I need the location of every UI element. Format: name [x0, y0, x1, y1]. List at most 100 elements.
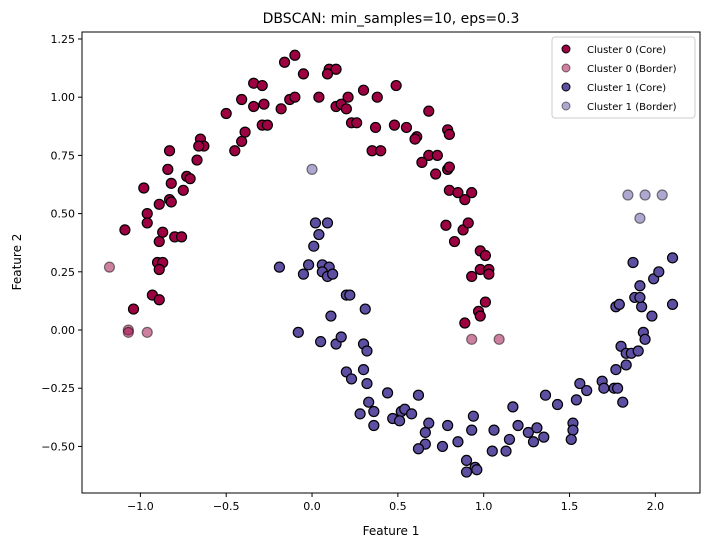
x-tick-label: 0.0 — [303, 500, 321, 513]
data-point-series-2 — [309, 217, 322, 229]
data-point-series-2 — [636, 301, 648, 313]
data-point-series-0 — [236, 135, 248, 148]
data-point-series-0 — [371, 91, 383, 103]
data-point-series-2 — [315, 336, 327, 348]
data-point-series-0 — [313, 91, 325, 103]
data-point-series-2 — [486, 445, 498, 457]
data-point-series-0 — [229, 145, 241, 157]
data-point-series-2 — [598, 382, 610, 394]
data-point-series-0 — [431, 149, 443, 161]
data-point-series-0 — [448, 235, 461, 248]
data-point-series-2 — [639, 333, 651, 345]
data-point-series-2 — [551, 398, 564, 411]
data-point-series-0 — [369, 121, 382, 134]
data-point-series-0 — [220, 107, 232, 120]
data-point-series-2 — [308, 240, 320, 252]
data-point-series-1 — [141, 326, 153, 338]
data-point-series-2 — [538, 431, 550, 443]
data-point-series-2 — [567, 424, 579, 436]
data-point-series-0 — [479, 249, 492, 262]
y-tick-label: 0.25 — [51, 266, 76, 279]
data-point-series-0 — [165, 177, 177, 189]
data-point-series-0 — [474, 310, 486, 322]
data-point-series-0 — [191, 154, 203, 166]
data-point-series-2 — [466, 424, 478, 436]
data-point-series-0 — [141, 217, 153, 229]
data-point-series-0 — [175, 231, 188, 243]
data-point-series-2 — [321, 217, 334, 229]
y-axis-label: Feature 2 — [10, 234, 24, 291]
data-point-series-2 — [363, 396, 375, 408]
data-point-series-2 — [570, 394, 583, 406]
axes-frame — [81, 31, 701, 494]
legend-label: Cluster 1 (Border) — [587, 102, 677, 113]
data-point-series-0 — [141, 208, 153, 220]
data-point-series-0 — [466, 270, 478, 283]
data-point-series-2 — [297, 268, 310, 280]
points-layer — [103, 49, 679, 478]
data-point-series-2 — [632, 345, 644, 357]
data-point-series-3 — [639, 189, 651, 201]
data-point-series-0 — [462, 217, 474, 229]
data-point-series-0 — [193, 140, 205, 152]
data-point-series-2 — [488, 424, 500, 436]
data-point-series-2 — [467, 410, 479, 422]
data-point-series-2 — [522, 426, 534, 439]
data-point-series-2 — [565, 433, 577, 446]
data-point-series-0 — [330, 63, 342, 75]
data-point-series-3 — [306, 163, 318, 175]
data-point-series-3 — [656, 189, 668, 201]
data-point-series-0 — [452, 187, 464, 199]
data-point-series-0 — [342, 91, 354, 103]
data-point-series-0 — [153, 198, 165, 210]
data-point-series-2 — [460, 466, 473, 478]
data-point-series-2 — [345, 373, 358, 385]
data-point-series-2 — [442, 419, 454, 432]
data-point-series-2 — [359, 303, 371, 315]
y-axis-ticks: −0.50 −0.25 0.00 0.25 0.50 0.75 1.00 1.25 — [41, 33, 82, 453]
data-point-series-0 — [163, 145, 176, 157]
data-point-series-2 — [627, 256, 639, 269]
data-point-series-2 — [361, 377, 373, 390]
data-point-series-2 — [527, 436, 540, 448]
data-point-series-2 — [303, 259, 315, 271]
data-point-series-2 — [273, 261, 286, 273]
data-point-series-0 — [157, 226, 169, 238]
x-axis-ticks: −1.0 −0.5 0.0 0.5 1.0 1.5 2.0 — [127, 493, 664, 513]
data-point-series-2 — [512, 419, 524, 432]
data-point-series-1 — [103, 261, 116, 273]
legend-marker — [561, 101, 571, 111]
data-point-series-2 — [611, 382, 624, 394]
data-point-series-2 — [646, 310, 658, 322]
x-tick-label: 1.0 — [475, 500, 493, 513]
data-point-series-0 — [256, 79, 268, 92]
data-point-series-2 — [471, 464, 483, 476]
data-point-series-0 — [443, 161, 455, 173]
data-point-series-0 — [483, 268, 495, 280]
x-axis-label: Feature 1 — [363, 524, 420, 538]
data-point-series-2 — [531, 422, 543, 434]
data-point-series-1 — [122, 326, 134, 338]
data-point-series-2 — [361, 345, 373, 357]
legend: Cluster 0 (Core) Cluster 0 (Border) Cluste… — [551, 36, 696, 119]
data-point-series-0 — [340, 103, 352, 115]
y-tick-label: 1.00 — [51, 91, 76, 104]
data-point-series-0 — [297, 68, 310, 80]
data-point-series-0 — [466, 187, 478, 199]
data-point-series-2 — [666, 298, 679, 311]
legend-label: Cluster 0 (Core) — [587, 45, 666, 56]
data-point-series-2 — [574, 377, 586, 390]
y-tick-label: 1.25 — [51, 33, 76, 46]
data-point-series-2 — [344, 289, 356, 301]
data-point-series-0 — [443, 128, 455, 141]
data-point-series-0 — [289, 91, 301, 103]
data-point-series-2 — [412, 389, 425, 401]
data-point-series-0 — [153, 235, 165, 248]
y-tick-label: −0.25 — [41, 382, 75, 395]
data-point-series-0 — [261, 119, 273, 131]
x-tick-label: −0.5 — [213, 500, 240, 513]
data-point-series-0 — [357, 84, 370, 96]
data-point-series-0 — [177, 184, 189, 196]
data-point-series-0 — [416, 156, 428, 168]
